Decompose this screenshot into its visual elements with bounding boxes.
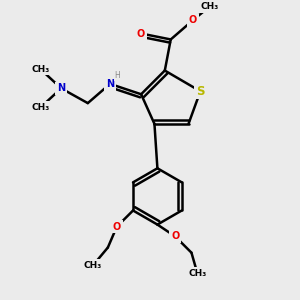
Text: CH₃: CH₃ bbox=[200, 2, 218, 11]
Text: O: O bbox=[189, 15, 197, 25]
Text: CH₃: CH₃ bbox=[31, 64, 50, 74]
Text: N: N bbox=[57, 83, 65, 93]
Text: O: O bbox=[137, 28, 145, 38]
Text: CH₃: CH₃ bbox=[31, 103, 50, 112]
Text: CH₃: CH₃ bbox=[84, 261, 102, 270]
Text: O: O bbox=[112, 222, 121, 232]
Text: O: O bbox=[171, 231, 179, 242]
Text: S: S bbox=[196, 85, 205, 98]
Text: CH₃: CH₃ bbox=[188, 269, 206, 278]
Text: N: N bbox=[106, 79, 114, 89]
Text: H: H bbox=[115, 71, 120, 80]
